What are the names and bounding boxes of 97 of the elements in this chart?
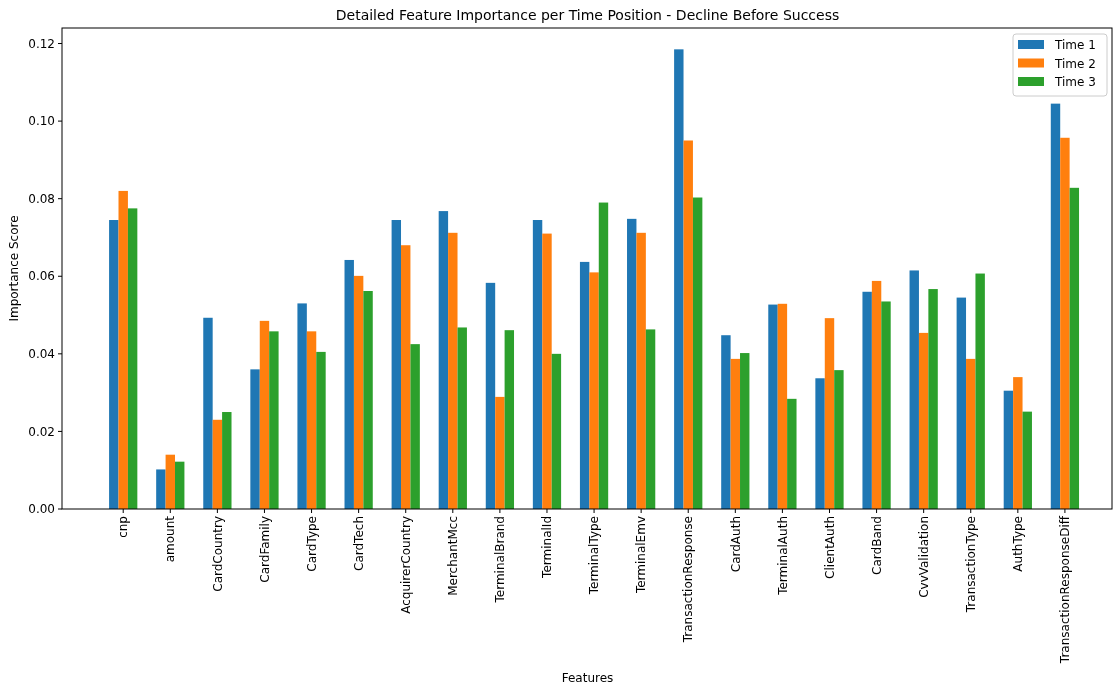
bar [344, 259, 354, 509]
bar [297, 303, 307, 509]
bar [815, 378, 825, 509]
bar [966, 358, 976, 509]
bar [306, 331, 317, 509]
x-tick-label: TerminalBrand [493, 516, 508, 604]
x-tick-label: TransactionResponseDiff [1058, 515, 1073, 665]
bar [1013, 377, 1023, 509]
x-tick-label: TerminalType [587, 516, 602, 596]
bar [674, 49, 684, 509]
x-tick-label: TerminalAuth [775, 516, 790, 596]
bar [118, 190, 128, 509]
x-tick-label: CvvValidation [916, 516, 931, 598]
bar [683, 140, 693, 509]
x-axis-title: Features [561, 671, 614, 685]
bar [448, 232, 458, 509]
bar [787, 398, 797, 509]
bar [862, 291, 872, 509]
bar [730, 358, 741, 509]
x-tick-label: cnp [116, 516, 131, 538]
legend-label: Time 1 [1054, 38, 1096, 53]
y-tick-label: 0.00 [28, 502, 55, 517]
bar [127, 208, 138, 509]
bar [156, 469, 166, 509]
bar [1022, 411, 1032, 509]
bar [881, 301, 891, 509]
bar [636, 232, 646, 509]
bar [485, 282, 496, 509]
bar [768, 304, 778, 509]
x-tick-label: TransactionType [963, 516, 978, 614]
bar [589, 272, 599, 509]
bar [109, 220, 119, 509]
bar [203, 317, 213, 509]
legend-label: Time 3 [1054, 75, 1096, 90]
bar [504, 330, 515, 509]
chart-title: Detailed Feature Importance per Time Position - Decline Before Success [335, 7, 840, 23]
bar [1060, 137, 1070, 509]
x-tick-label: CardBand [869, 516, 884, 575]
x-tick-label: AuthType [1011, 516, 1026, 572]
bar [532, 220, 543, 509]
bar [542, 233, 552, 509]
bar [551, 353, 562, 509]
x-tick-label: MerchantMcc [446, 516, 461, 596]
y-tick-label: 0.08 [28, 191, 55, 206]
x-tick-label: TerminalId [540, 516, 555, 579]
bar [269, 331, 279, 509]
x-tick-label: CardFamily [257, 516, 272, 583]
bar [627, 218, 637, 509]
y-tick-label: 0.10 [28, 114, 55, 129]
x-tick-label: CardAuth [728, 516, 743, 573]
x-tick-label: AcquirerCountry [398, 516, 413, 614]
legend-label: Time 2 [1054, 56, 1096, 71]
x-tick-label: TerminalEmv [634, 516, 649, 595]
bar [579, 261, 590, 509]
bar [645, 329, 656, 509]
y-tick-label: 0.12 [28, 36, 55, 51]
bar [975, 273, 985, 509]
bar [353, 275, 364, 509]
bar [212, 419, 223, 509]
bar [401, 245, 411, 509]
bar [250, 369, 260, 509]
bar [692, 197, 703, 509]
bar [316, 351, 326, 509]
x-tick-label: CardCountry [210, 516, 225, 592]
bar [871, 280, 882, 509]
bar [363, 291, 373, 509]
bar [1003, 390, 1014, 509]
x-tick-label: CardTech [351, 516, 366, 571]
bar [909, 270, 919, 509]
bar [824, 318, 835, 509]
y-axis-title: Importance Score [7, 215, 21, 322]
bar [918, 332, 929, 509]
bar [834, 370, 844, 509]
bar [495, 396, 505, 509]
y-tick-label: 0.02 [28, 424, 55, 439]
y-tick-label: 0.04 [28, 347, 55, 362]
bar [438, 211, 449, 509]
bar [457, 327, 467, 509]
bar [410, 344, 420, 509]
bar [165, 454, 175, 509]
bar [175, 461, 185, 509]
x-tick-label: amount [163, 515, 178, 563]
bar [740, 353, 750, 509]
bar [259, 320, 270, 509]
bar [956, 297, 967, 509]
bar [721, 335, 731, 509]
y-tick-label: 0.06 [28, 269, 55, 284]
bar [222, 412, 232, 509]
x-tick-label: CardType [304, 516, 319, 572]
bar [1069, 187, 1080, 509]
bar [928, 289, 938, 509]
bar [391, 220, 402, 509]
x-tick-label: ClientAuth [822, 516, 837, 579]
x-tick-label: TransactionResponse [681, 516, 696, 644]
bar [777, 303, 788, 509]
bar [598, 202, 609, 509]
bar [1050, 103, 1061, 509]
